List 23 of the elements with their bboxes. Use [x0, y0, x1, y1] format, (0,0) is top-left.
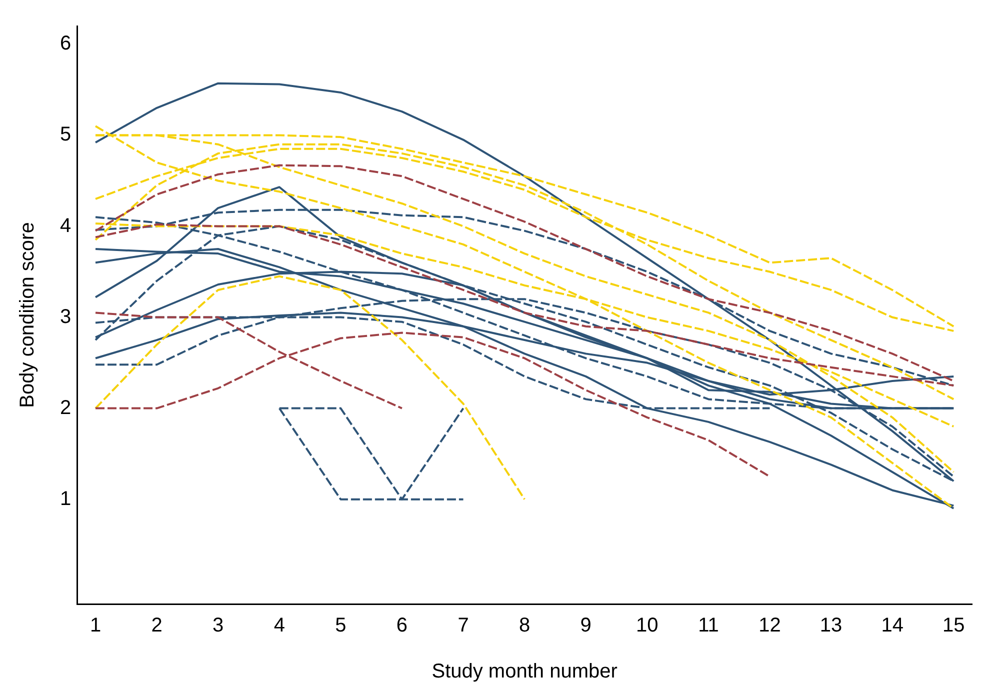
x-tick-label: 11 [698, 614, 719, 637]
x-tick-label: 13 [820, 614, 842, 637]
y-tick-label: 6 [60, 32, 72, 55]
x-tick-label: 7 [458, 614, 469, 637]
y-tick-label: 3 [60, 306, 72, 328]
y-tick-label: 1 [60, 488, 72, 510]
y-tick-label: 4 [60, 214, 72, 237]
x-tick-label: 4 [274, 614, 285, 637]
y-tick-label: 5 [60, 124, 72, 146]
y-tick-label: 2 [60, 396, 72, 419]
x-tick-label: 5 [335, 614, 346, 637]
x-axis-title: Study month number [432, 660, 618, 683]
x-tick-label: 6 [396, 614, 408, 637]
x-tick-label: 2 [151, 614, 162, 637]
x-tick-label: 15 [942, 614, 965, 637]
x-tick-label: 10 [636, 614, 658, 637]
x-tick-label: 8 [519, 614, 530, 637]
x-tick-label: 1 [90, 614, 102, 637]
x-tick-label: 12 [758, 614, 781, 637]
x-tick-label: 9 [580, 614, 592, 637]
x-tick-label: 14 [881, 614, 904, 637]
x-tick-label: 3 [212, 614, 224, 637]
y-axis-title: Body condition score [16, 222, 39, 408]
